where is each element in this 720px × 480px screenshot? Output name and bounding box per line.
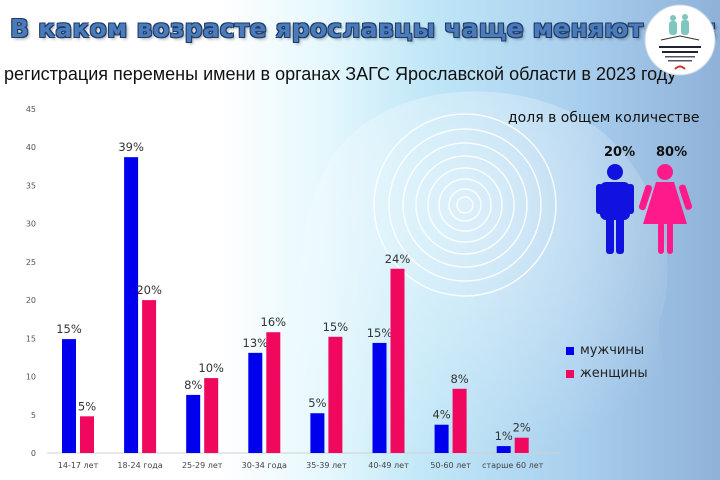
- women-share-value: 80%: [656, 145, 688, 160]
- bar-women: [80, 416, 94, 453]
- y-tick-label: 15: [26, 334, 36, 343]
- data-label-men: 15%: [367, 326, 393, 340]
- y-tick-label: 10: [26, 373, 36, 382]
- x-tick-label: 30-34 года: [242, 461, 287, 470]
- page-title: В каком возрасте ярославцы чаще меняют и…: [10, 14, 718, 43]
- x-tick-label: 50-60 лет: [430, 461, 471, 470]
- gender-figures: [596, 164, 693, 254]
- share-title: доля в общем количестве: [508, 110, 700, 126]
- y-tick-label: 45: [26, 105, 36, 114]
- data-label-men: 4%: [432, 408, 450, 422]
- x-tick-label: 35-39 лет: [306, 461, 347, 470]
- y-tick-label: 35: [26, 181, 36, 190]
- x-tick-label: старше 60 лет: [482, 461, 544, 470]
- x-tick-label: 40-49 лет: [368, 461, 409, 470]
- y-tick-label: 30: [26, 220, 36, 229]
- data-label-women: 5%: [78, 399, 96, 413]
- zags-logo: [644, 4, 716, 76]
- bar-women: [514, 437, 529, 453]
- sound-wave-circles: [373, 113, 557, 297]
- data-label-women: 15%: [323, 320, 349, 334]
- y-tick-label: 25: [26, 258, 36, 267]
- bar-men: [124, 157, 139, 453]
- legend-men: мужчины: [566, 343, 644, 358]
- bar-women: [390, 268, 405, 453]
- data-label-men: 13%: [243, 336, 269, 350]
- legend-swatch-men: [566, 346, 574, 355]
- bar-men: [248, 352, 263, 453]
- data-label-men: 5%: [308, 396, 326, 410]
- men-share-value: 20%: [604, 145, 636, 160]
- x-tick-label: 14-17 лет: [58, 461, 99, 470]
- bar-women: [142, 300, 157, 453]
- y-tick-label: 0: [31, 449, 36, 458]
- data-label-women: 24%: [385, 252, 411, 266]
- data-label-women: 16%: [261, 315, 287, 329]
- man-icon: [596, 164, 634, 254]
- bar-women: [266, 332, 281, 453]
- x-tick-label: 18-24 года: [117, 461, 162, 470]
- bar-men: [186, 394, 201, 453]
- woman-icon: [638, 164, 693, 254]
- data-label-men: 39%: [118, 140, 144, 154]
- y-tick-label: 5: [31, 411, 36, 420]
- legend-label-men: мужчины: [580, 343, 645, 358]
- legend-swatch-women: [566, 369, 574, 378]
- bar-women: [328, 336, 343, 453]
- bar-women: [204, 378, 219, 453]
- data-label-women: 8%: [450, 372, 468, 386]
- data-label-women: 20%: [136, 283, 162, 297]
- bar-women: [452, 388, 467, 453]
- legend-women: женщины: [566, 366, 648, 381]
- page-subtitle: регистрация перемены имени в органах ЗАГ…: [4, 64, 677, 84]
- bar-men: [496, 446, 511, 453]
- y-tick-label: 40: [26, 143, 36, 152]
- data-label-men: 8%: [184, 378, 202, 392]
- data-label-women: 2%: [513, 421, 531, 435]
- y-tick-label: 20: [26, 296, 36, 305]
- bar-men: [310, 413, 325, 453]
- data-label-men: 1%: [495, 429, 513, 443]
- x-tick-label: 25-29 лет: [182, 461, 223, 470]
- legend-label-women: женщины: [580, 366, 648, 381]
- bar-men: [62, 339, 76, 453]
- data-label-men: 15%: [56, 322, 82, 336]
- bar-men: [372, 342, 387, 453]
- bar-men: [434, 424, 449, 453]
- data-label-women: 10%: [198, 361, 224, 375]
